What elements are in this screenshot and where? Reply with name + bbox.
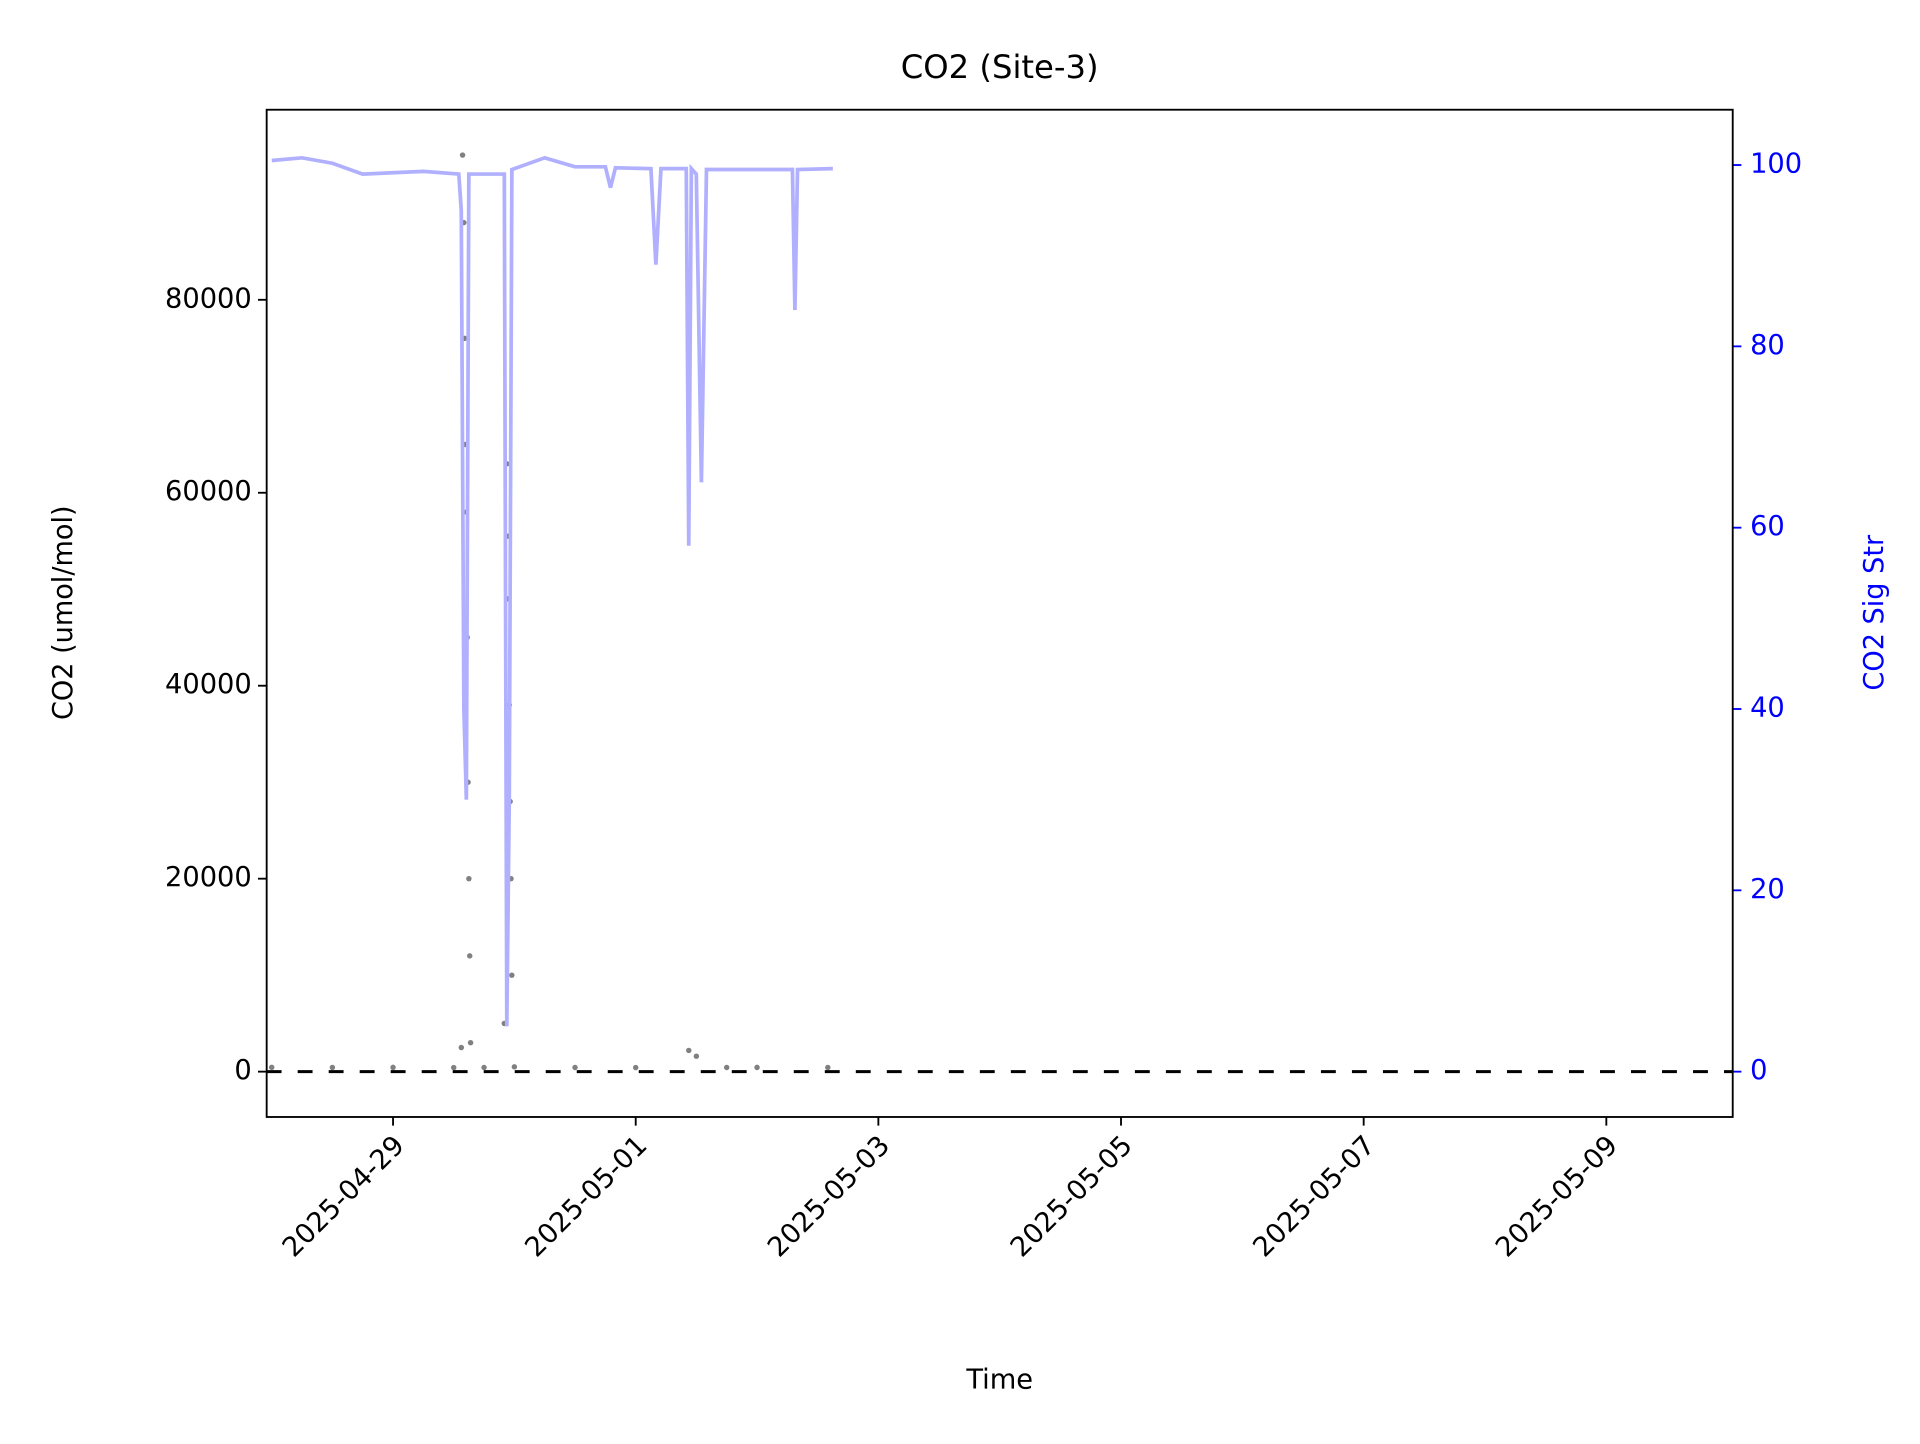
x-tick-label: 2025-05-01 (519, 1130, 653, 1263)
y-tick-label: 40000 (165, 669, 252, 700)
chart-title: CO2 (Site-3) (901, 48, 1099, 86)
y2-tick-label: 40 (1750, 693, 1785, 724)
plot-frame (265, 108, 1734, 1118)
y-tick-label: 60000 (165, 476, 252, 507)
y-tick-label: 80000 (165, 283, 252, 314)
y2-axis-label: CO2 Sig Str (1859, 534, 1890, 690)
y-axis-label: CO2 (umol/mol) (48, 505, 79, 720)
data-point (466, 953, 473, 959)
data-point (509, 972, 515, 978)
data-point (825, 1064, 831, 1071)
signal-line (271, 155, 833, 1027)
x-axis-label: Time (965, 1364, 1033, 1395)
x-tick-label: 2025-05-05 (1005, 1130, 1139, 1263)
x-tick-label: 2025-05-09 (1490, 1130, 1624, 1263)
y2-tick-label: 60 (1750, 511, 1785, 542)
data-point (511, 1064, 518, 1070)
data-point (572, 1064, 578, 1071)
y-tick-label: 0 (234, 1055, 251, 1086)
data-point (450, 1064, 457, 1071)
data-point (754, 1064, 760, 1071)
y2-tick-label: 100 (1750, 149, 1802, 180)
data-point (268, 1064, 275, 1071)
x-tick-label: 2025-04-29 (277, 1130, 411, 1263)
y2-tick-label: 0 (1750, 1055, 1767, 1086)
data-point (458, 1044, 465, 1051)
data-point (466, 875, 472, 882)
y2-tick-label: 20 (1750, 874, 1785, 905)
data-point (459, 152, 466, 158)
data-point (723, 1064, 730, 1071)
x-tick-label: 2025-05-03 (762, 1130, 896, 1263)
data-point (467, 1039, 474, 1046)
y2-tick-label: 80 (1750, 330, 1785, 361)
data-point (632, 1064, 639, 1071)
data-point (329, 1064, 336, 1071)
x-tick-label: 2025-05-07 (1247, 1130, 1381, 1263)
data-point (481, 1064, 487, 1071)
data-point (686, 1047, 692, 1054)
data-point (693, 1053, 700, 1059)
data-point (390, 1064, 396, 1071)
y-tick-label: 20000 (165, 862, 252, 893)
